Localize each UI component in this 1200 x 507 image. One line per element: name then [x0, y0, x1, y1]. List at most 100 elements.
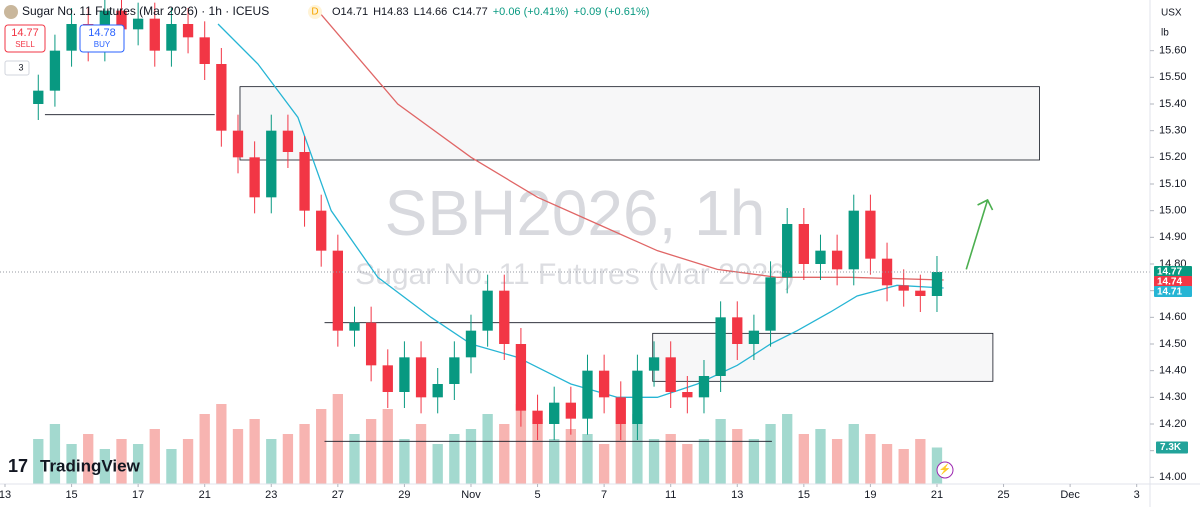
y-tick-label: 15.60 [1159, 45, 1187, 57]
y-tick-label: 14.60 [1159, 311, 1187, 323]
volume-bar [549, 439, 560, 484]
volume-bar [132, 444, 144, 484]
price-tag-label: 14.77 [1157, 267, 1182, 278]
volume-bar [282, 434, 294, 484]
currency[interactable]: USX [1161, 8, 1182, 19]
y-tick-label: 14.30 [1159, 391, 1187, 403]
x-tick-label: 15 [798, 489, 810, 501]
candle-body [299, 152, 310, 211]
y-tick-label: 15.50 [1159, 71, 1187, 83]
count-box[interactable] [4, 60, 30, 76]
candle-body [382, 365, 393, 392]
count[interactable]: 3 [18, 62, 23, 72]
volume-bar [765, 424, 776, 484]
candle-body [49, 50, 61, 91]
volume-bar [465, 429, 477, 484]
replay-glyph[interactable]: ⚡ [939, 463, 951, 476]
price-tag [1154, 276, 1192, 287]
axes: 14.0014.1014.2014.3014.4014.5014.6014.70… [0, 45, 1192, 501]
watermark-subtitle: Sugar No. 11 Futures (Mar 2026) [355, 258, 795, 291]
candle-body [216, 64, 227, 131]
sell-label[interactable]: SELL [15, 40, 35, 49]
volume-bar [299, 424, 310, 484]
x-tick-label: 11 [665, 489, 676, 501]
volume-bar [399, 439, 410, 484]
candle-body [232, 130, 244, 158]
sell-price[interactable]: 14.77 [11, 27, 39, 39]
buy-price[interactable]: 14.78 [88, 27, 116, 39]
candle-body [182, 24, 194, 38]
x-tick-label: 7 [601, 489, 607, 501]
volume-bar [232, 429, 244, 484]
price-tag [1154, 266, 1192, 277]
volume-bar [865, 434, 876, 484]
candle-body [715, 317, 726, 376]
unit: lb [1161, 28, 1169, 39]
volume-bar [66, 444, 77, 484]
candle-body [648, 357, 660, 371]
arrow [965, 198, 994, 270]
badge: D [311, 7, 318, 18]
candle-body [132, 18, 144, 30]
volume-bar [532, 419, 543, 484]
x-tick-label: 27 [332, 489, 344, 501]
candle-body [465, 330, 477, 358]
x-tick-label: 21 [199, 489, 211, 501]
x-tick-label: 23 [265, 489, 277, 501]
candle-body [881, 258, 893, 286]
volume-bar [415, 424, 427, 484]
volume-bar [116, 439, 127, 484]
x-tick-label: 25 [997, 489, 1009, 501]
ohlc-value: +0.06 (+0.41%) [493, 6, 569, 18]
x-tick-label: 29 [398, 489, 410, 501]
candle-body [149, 18, 160, 51]
volume-bar [182, 439, 194, 484]
candle-body [865, 210, 876, 259]
volume-bar [848, 424, 859, 484]
replay-icon[interactable] [936, 461, 954, 479]
ohlc: O14.71 H14.83 L14.66 C14.77 +0.06 (+0.41%) +0… [332, 6, 649, 18]
candle-body [598, 370, 610, 398]
buy-label[interactable]: BUY [94, 40, 111, 49]
x-tick-label: 21 [931, 489, 943, 501]
candle-body [66, 24, 77, 51]
candle-body [266, 130, 277, 198]
symbol: Sugar No. 11 Futures (Mar 2026) · 1h · I… [22, 4, 269, 18]
x-tick-label: Nov [461, 489, 481, 501]
candle-body [515, 344, 527, 411]
sell-button[interactable] [4, 24, 46, 53]
volume-bar [382, 409, 393, 484]
candle-body [499, 290, 510, 344]
candle-body [565, 402, 576, 419]
candle-body [898, 285, 909, 291]
candle-body [848, 210, 859, 270]
y-tick-label: 15.00 [1159, 205, 1187, 217]
volume-bar [349, 434, 360, 484]
price-tag-label: 14.74 [1157, 277, 1182, 288]
candle-body [116, 10, 127, 30]
volume-bar [33, 439, 44, 484]
volume-bar [748, 439, 760, 484]
volume-bar [715, 419, 726, 484]
volume-bar [432, 444, 443, 484]
volume-bar [582, 434, 593, 484]
volume-bar [83, 434, 94, 484]
zone [652, 332, 994, 382]
x-tick-label: 19 [864, 489, 876, 501]
candle-body [665, 357, 676, 392]
brand: TradingView [40, 456, 141, 475]
volume-bar [831, 439, 843, 484]
candle-body [249, 157, 260, 198]
y-tick-label: 15.20 [1159, 151, 1187, 163]
volume-bar [565, 429, 576, 484]
y-tick-label: 14.90 [1159, 231, 1187, 243]
x-tick-label: 15 [65, 489, 77, 501]
x-tick-label: 13 [731, 489, 743, 501]
candle-body [532, 410, 543, 424]
candle-body [365, 322, 377, 366]
volume-bar [732, 429, 743, 484]
price-tag-label: 14.71 [1157, 287, 1182, 298]
watermark: SBH2026, 1h Sugar No. 11 Futures (Mar 20… [355, 177, 795, 291]
y-tick-label: 15.30 [1159, 125, 1187, 137]
buy-button[interactable] [79, 24, 125, 53]
